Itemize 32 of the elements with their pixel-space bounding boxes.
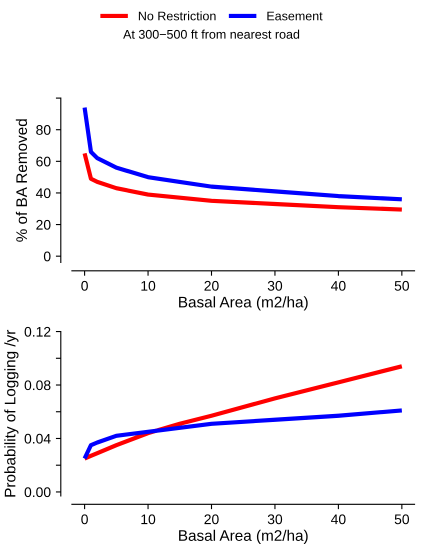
x-tick-label: 20 [204, 280, 219, 291]
legend-label: Easement [267, 12, 323, 20]
x-tick-label: 30 [268, 514, 282, 524]
line-series [82, 364, 404, 461]
x-tick-label: 50 [394, 514, 410, 524]
y-tick-label: 60 [36, 156, 51, 166]
x-tick-label: 50 [394, 280, 410, 291]
x-tick-label: 20 [204, 514, 219, 524]
y-axis-title: % of BA Removed [16, 119, 28, 242]
y-tick-label: 80 [36, 125, 51, 135]
chart-title: At 300−500 ft from nearest road [123, 30, 300, 39]
y-tick-label: 20 [36, 220, 51, 230]
y-tick-label: 0.04 [24, 434, 51, 444]
y-tick-label: 0.08 [24, 380, 50, 390]
x-axis-title: Basal Area (m2/ha) [179, 530, 308, 544]
x-axis-title: Basal Area (m2/ha) [179, 296, 308, 311]
x-tick-label: 10 [141, 280, 156, 291]
y-tick-label: 0.12 [24, 326, 50, 337]
x-tick-label: 0 [81, 514, 88, 524]
y-tick-label: 0.00 [24, 487, 51, 498]
line-series [82, 106, 404, 202]
line-series [82, 151, 404, 212]
line-series [82, 408, 404, 461]
legend-label: No Restriction [138, 11, 216, 20]
y-tick-label: 40 [36, 188, 51, 198]
y-tick-label: 0 [44, 252, 51, 262]
x-tick-label: 30 [268, 280, 282, 291]
y-axis-title: Probability of Logging /yr [4, 330, 18, 497]
x-tick-label: 40 [330, 514, 346, 524]
x-tick-label: 0 [81, 280, 88, 291]
x-tick-label: 40 [330, 280, 346, 291]
x-tick-label: 10 [141, 514, 156, 524]
